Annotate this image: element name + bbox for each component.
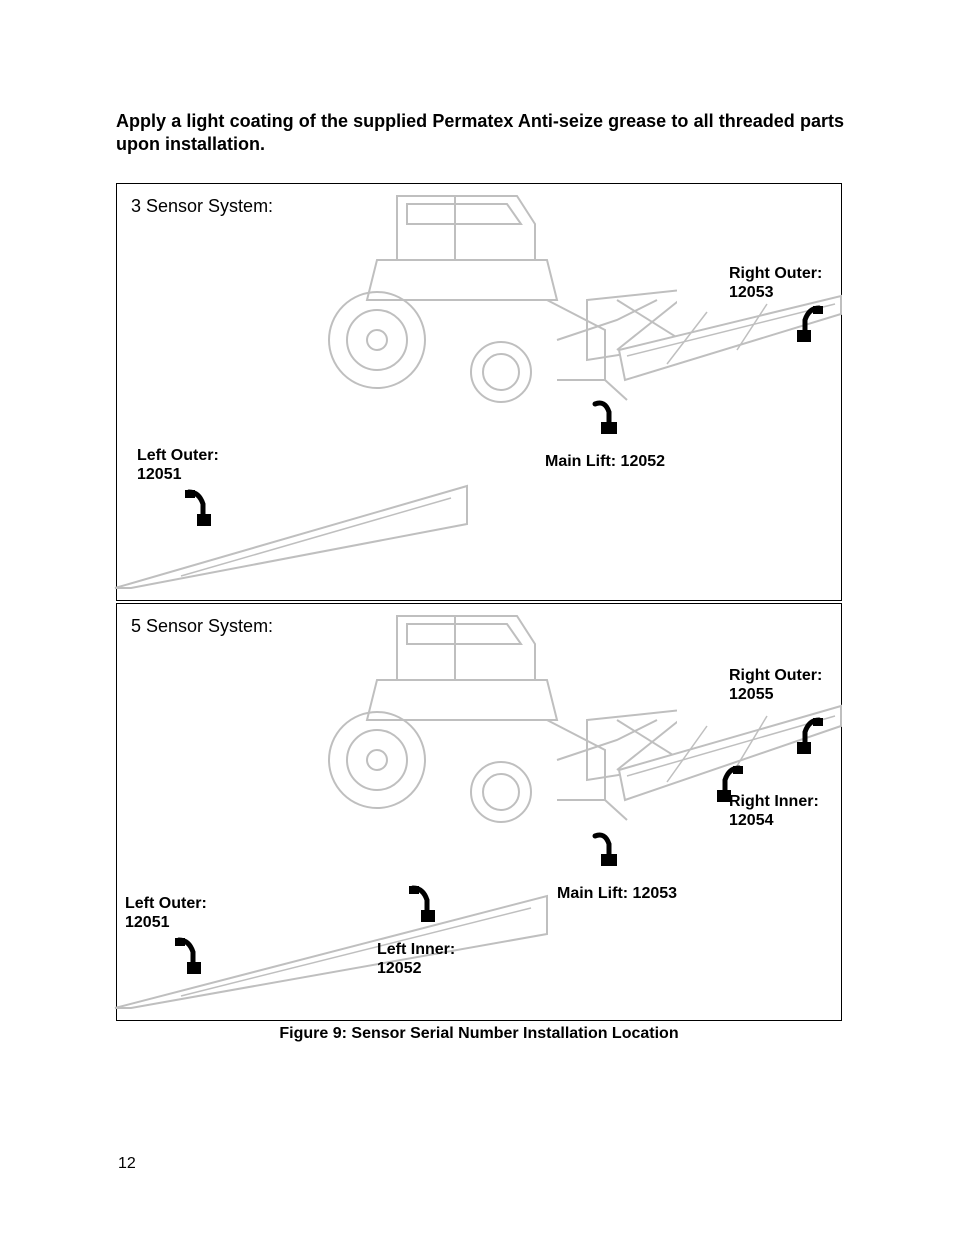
right-outer-label: Right Outer: 12055 xyxy=(729,666,822,704)
instruction-text: Apply a light coating of the supplied Pe… xyxy=(116,110,844,157)
right-outer-sensor-icon xyxy=(787,304,827,344)
right-inner-label: Right Inner: 12054 xyxy=(729,792,819,830)
right-outer-sensor-icon xyxy=(787,716,827,756)
main-lift-label: Main Lift: 12052 xyxy=(545,452,665,471)
left-inner-label: Left Inner: 12052 xyxy=(377,940,455,978)
page-number: 12 xyxy=(118,1155,136,1173)
figure-caption: Figure 9: Sensor Serial Number Installat… xyxy=(116,1025,842,1043)
left-outer-label: Left Outer: 12051 xyxy=(137,446,219,484)
diagram-5-title: 5 Sensor System: xyxy=(131,616,273,637)
left-inner-sensor-icon xyxy=(405,884,445,924)
left-outer-sensor-icon xyxy=(171,936,211,976)
right-outer-label: Right Outer: 12053 xyxy=(729,264,822,302)
diagram-3-sensor: 3 Sensor System: xyxy=(116,183,842,601)
main-lift-sensor-icon xyxy=(585,398,625,438)
left-outer-label: Left Outer: 12051 xyxy=(125,894,207,932)
left-wing-icon xyxy=(111,484,471,594)
left-outer-sensor-icon xyxy=(181,488,221,528)
main-lift-sensor-icon xyxy=(585,830,625,870)
document-page: Apply a light coating of the supplied Pe… xyxy=(0,0,954,1235)
diagram-3-title: 3 Sensor System: xyxy=(131,196,273,217)
diagram-5-sensor: 5 Sensor System: xyxy=(116,603,842,1021)
main-lift-label: Main Lift: 12053 xyxy=(557,884,677,903)
